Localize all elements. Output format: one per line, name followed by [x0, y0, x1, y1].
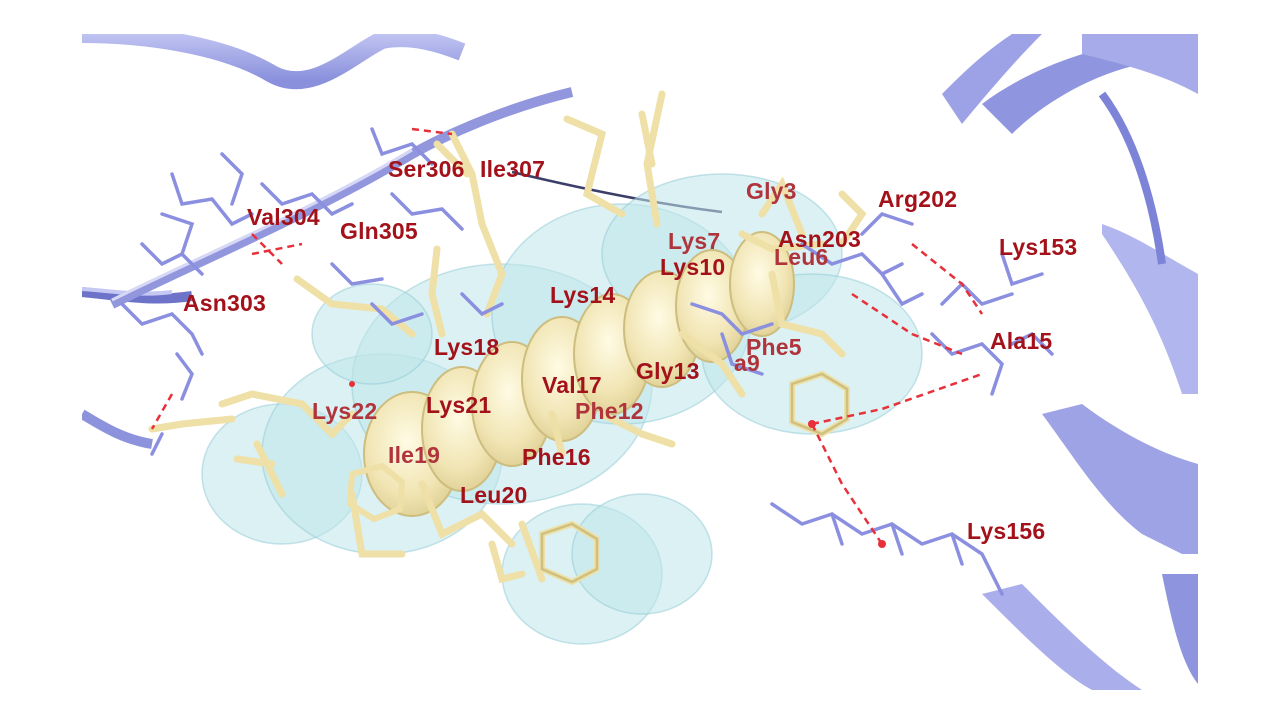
residue-label-gln305: Gln305	[340, 218, 418, 244]
residue-label-ala15: Ala15	[990, 328, 1053, 354]
residue-label-lys18: Lys18	[434, 334, 500, 360]
residue-label-lys21: Lys21	[426, 392, 492, 418]
residue-label-lys14: Lys14	[550, 282, 616, 308]
hydrogen-bonds	[150, 127, 984, 545]
molecular-docking-view: Ser306 Ile307 Val304 Gln305 Asn303 Arg20…	[82, 34, 1198, 690]
residue-label-leu6: Leu6	[774, 244, 829, 270]
residue-label-ile307: Ile307	[480, 156, 546, 182]
residue-label-lys156: Lys156	[967, 518, 1046, 544]
residue-label-val17: Val17	[542, 372, 602, 398]
residue-label-a9: a9	[734, 350, 760, 376]
residue-label-lys7: Lys7	[668, 228, 721, 254]
residue-label-val304: Val304	[247, 204, 320, 230]
residue-label-phe5: Phe5	[746, 334, 802, 360]
residue-label-asn203: Asn203	[778, 226, 862, 252]
residue-label-gly3: Gly3	[746, 178, 797, 204]
residue-label-lys153: Lys153	[999, 234, 1078, 260]
receptor-ribbons	[82, 34, 1198, 690]
residue-label-ser306: Ser306	[388, 156, 465, 182]
peptide-helix	[363, 231, 795, 517]
residue-label-leu20: Leu20	[460, 482, 528, 508]
residue-label-lys10: Lys10	[660, 254, 726, 280]
peptide-sidechains	[148, 90, 867, 584]
residue-label-asn303: Asn303	[183, 290, 267, 316]
residue-label-ile19: Ile19	[388, 442, 441, 468]
residue-label-lys22: Lys22	[312, 398, 378, 424]
residue-label-arg202: Arg202	[878, 186, 958, 212]
molecular-render	[82, 34, 1198, 690]
residue-label-phe12: Phe12	[575, 398, 644, 424]
hbond-endpoints	[349, 381, 886, 548]
residue-label-gly13: Gly13	[636, 358, 700, 384]
residue-label-phe16: Phe16	[522, 444, 591, 470]
